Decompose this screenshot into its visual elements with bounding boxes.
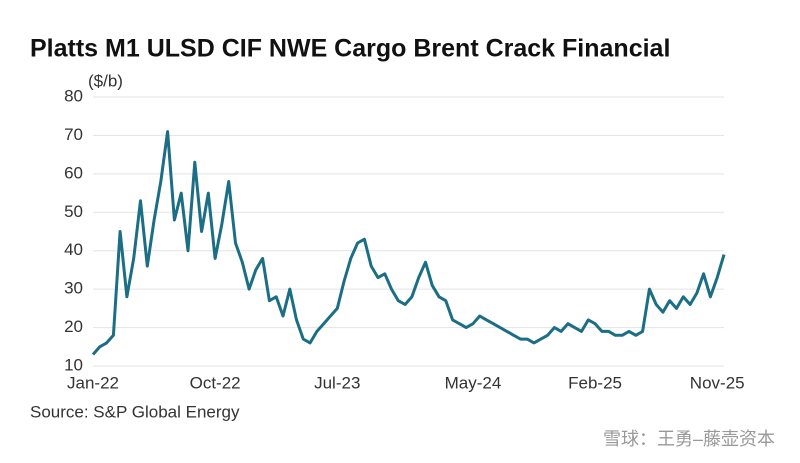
watermark: 雪球：王勇–藤壶资本 [603, 429, 775, 449]
x-tick-label: Feb-25 [568, 373, 622, 392]
x-tick-label: May-24 [445, 373, 502, 392]
y-tick-label: 40 [64, 240, 83, 259]
x-tick-label: Jul-23 [314, 373, 360, 392]
chart-title: Platts M1 ULSD CIF NWE Cargo Brent Crack… [30, 35, 670, 63]
y-tick-label: 10 [64, 355, 83, 374]
y-tick-label: 80 [64, 86, 83, 105]
y-tick-label: 70 [64, 125, 83, 144]
y-tick-label: 30 [64, 279, 83, 298]
data-line [91, 130, 726, 356]
x-tick-label: Oct-22 [190, 373, 241, 392]
y-tick-label: 60 [64, 163, 83, 182]
y-tick-label: 50 [64, 202, 83, 221]
x-tick-label: Nov-25 [690, 373, 745, 392]
x-tick-label: Jan-22 [67, 373, 119, 392]
y-tick-label: 20 [64, 317, 83, 336]
y-axis-label: ($/b) [88, 71, 123, 90]
source: Source: S&P Global Energy [30, 402, 240, 421]
